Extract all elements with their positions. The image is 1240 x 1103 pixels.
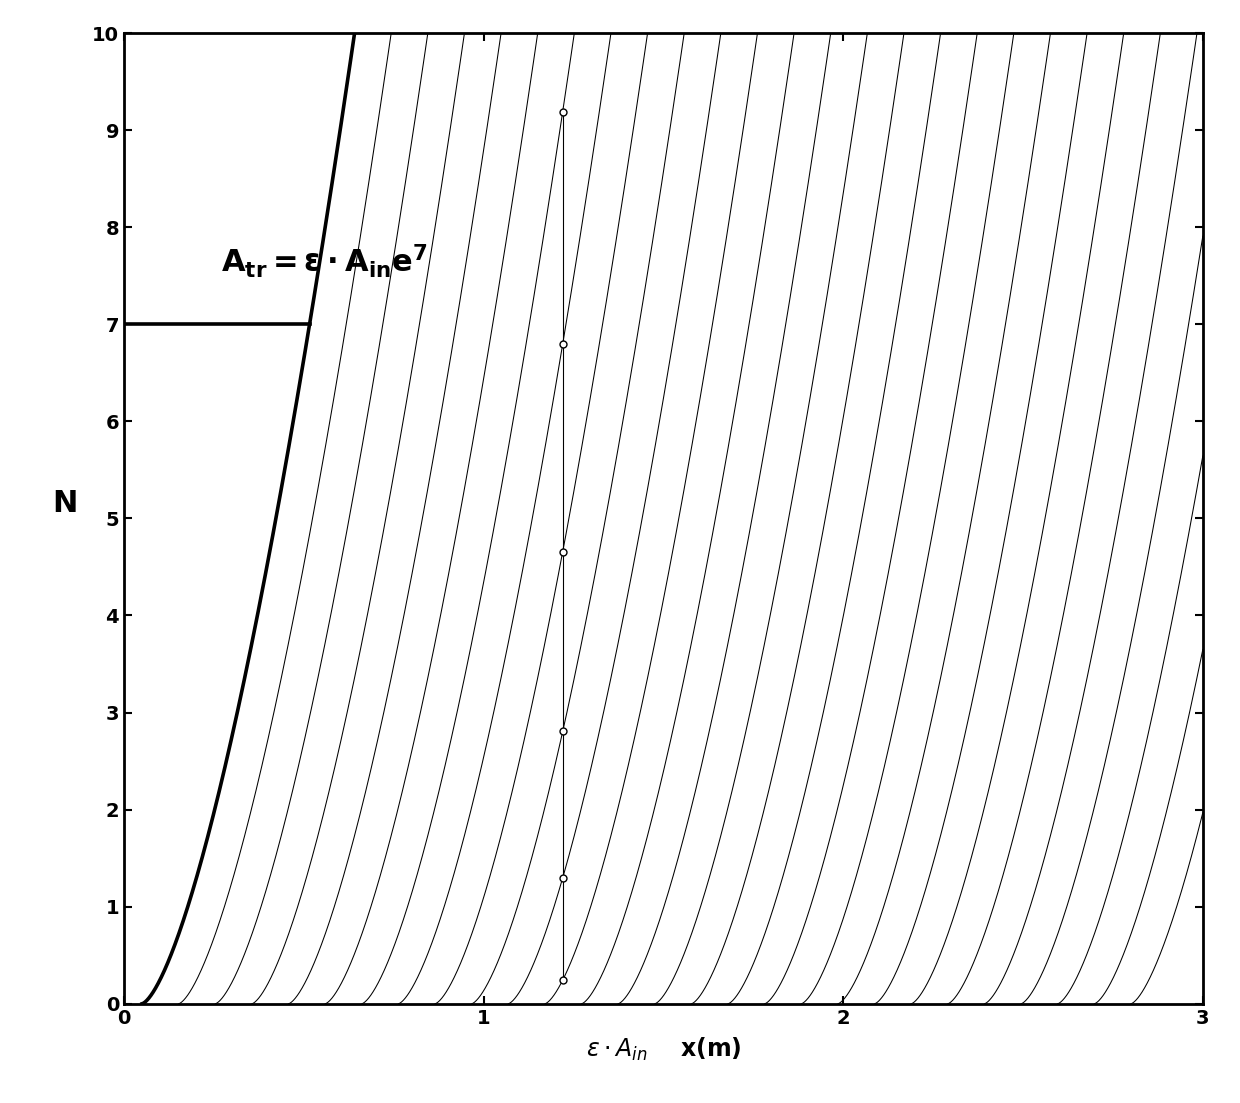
Y-axis label: $\mathbf{N}$: $\mathbf{N}$ (52, 490, 77, 518)
X-axis label: $\varepsilon \cdot A_{in}$    $\mathbf{x(m)}$: $\varepsilon \cdot A_{in}$ $\mathbf{x(m)… (585, 1036, 742, 1063)
Text: $\mathbf{A_{tr}=\varepsilon \cdot A_{in}e^{7}}$: $\mathbf{A_{tr}=\varepsilon \cdot A_{in}… (221, 243, 428, 280)
